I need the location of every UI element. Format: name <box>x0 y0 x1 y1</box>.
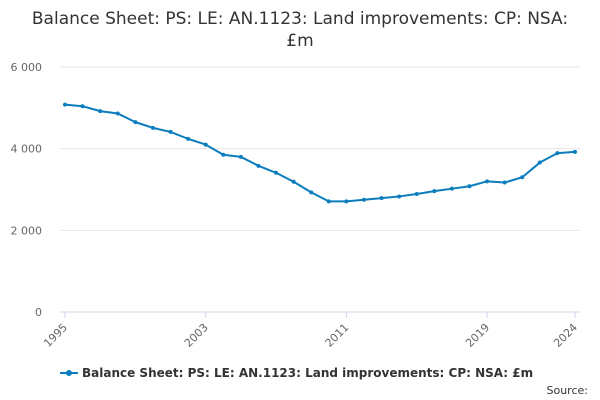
x-tick-label: 2024 <box>551 321 580 350</box>
source-label: Source: <box>546 384 589 397</box>
data-point[interactable] <box>150 125 155 130</box>
data-point[interactable] <box>203 142 208 147</box>
series-line[interactable] <box>64 103 576 203</box>
legend-line-marker-icon <box>60 368 78 378</box>
data-point[interactable] <box>63 102 67 107</box>
y-tick-label: 2 000 <box>11 224 43 237</box>
data-point[interactable] <box>467 184 472 189</box>
data-point[interactable] <box>80 104 85 109</box>
data-point[interactable] <box>326 199 331 204</box>
data-point[interactable] <box>344 199 349 204</box>
data-point[interactable] <box>115 111 120 116</box>
x-axis-tick-labels: 1995 2003 2011 2019 2024 <box>41 312 580 350</box>
data-point[interactable] <box>520 175 525 180</box>
data-point[interactable] <box>379 196 384 201</box>
legend-label: Balance Sheet: PS: LE: AN.1123: Land imp… <box>82 366 534 380</box>
data-point[interactable] <box>168 129 173 134</box>
data-point[interactable] <box>133 120 138 125</box>
data-point[interactable] <box>309 190 314 195</box>
data-point[interactable] <box>98 109 103 114</box>
data-point[interactable] <box>186 136 191 141</box>
data-point[interactable] <box>291 179 296 184</box>
y-tick-label: 6 000 <box>11 61 43 74</box>
y-tick-label: 0 <box>35 306 42 319</box>
y-tick-label: 4 000 <box>11 143 43 156</box>
data-point[interactable] <box>485 179 490 184</box>
gridlines <box>60 66 580 231</box>
y-axis-tick-labels: 0 2 000 4 000 6 000 <box>11 61 43 319</box>
legend[interactable]: Balance Sheet: PS: LE: AN.1123: Land imp… <box>60 366 533 380</box>
x-tick-label: 2003 <box>182 321 211 350</box>
data-point[interactable] <box>537 160 542 165</box>
data-point[interactable] <box>555 151 560 156</box>
data-point[interactable] <box>274 170 279 175</box>
data-point[interactable] <box>432 189 437 194</box>
data-point[interactable] <box>573 149 577 154</box>
data-point[interactable] <box>449 186 454 191</box>
x-tick-label: 2019 <box>463 321 492 350</box>
x-tick-label: 2011 <box>323 321 352 350</box>
data-point[interactable] <box>238 154 243 159</box>
data-point[interactable] <box>397 194 402 199</box>
data-point[interactable] <box>256 163 261 168</box>
x-tick-label: 1995 <box>41 321 70 350</box>
data-point[interactable] <box>502 180 507 185</box>
data-point[interactable] <box>361 197 366 202</box>
series-layer <box>63 102 577 204</box>
data-point[interactable] <box>221 152 226 157</box>
chart-title: Balance Sheet: PS: LE: AN.1123: Land imp… <box>31 9 569 51</box>
data-point[interactable] <box>414 191 419 196</box>
